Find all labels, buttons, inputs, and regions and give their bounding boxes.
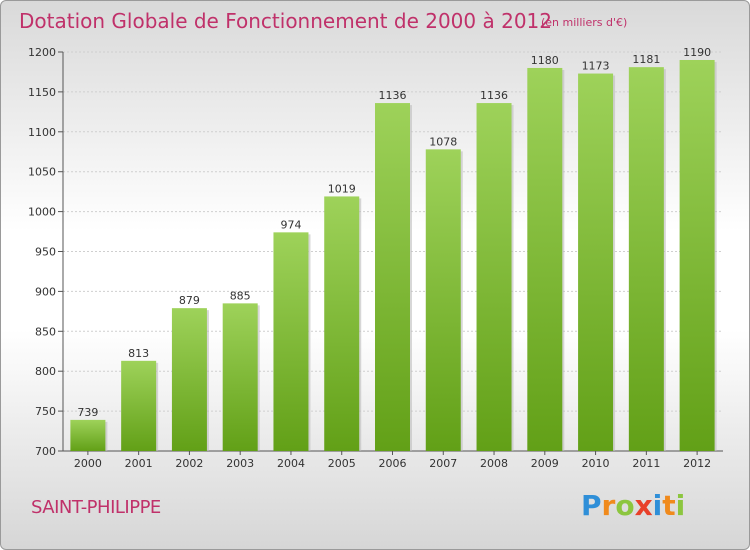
logo-letter: o [615,489,635,522]
bar [222,303,258,451]
bar [476,103,512,452]
bar-value-label: 1190 [683,46,711,59]
bars [70,59,717,452]
x-tick-label: 2004 [277,457,305,470]
x-tick-label: 2005 [328,457,356,470]
bar-value-label: 1180 [531,54,559,67]
bar-value-label: 1078 [429,135,457,148]
bar [679,59,715,451]
y-tick-label: 1200 [28,46,56,59]
commune-name: SAINT-PHILIPPE [31,497,161,518]
x-tick-label: 2003 [226,457,254,470]
y-tick-label: 800 [35,365,56,378]
x-tick-label: 2009 [531,457,559,470]
x-tick-label: 2002 [175,457,203,470]
x-tick-label: 2011 [632,457,660,470]
bar [324,196,360,451]
bar [375,103,410,452]
logo-letter: r [601,489,616,522]
y-tick-label: 750 [35,405,56,418]
logo-letter: x [634,489,653,522]
bar [527,67,563,452]
bar-value-label: 1019 [328,182,356,195]
x-tick-label: 2010 [582,457,610,470]
chart-unit: (en milliers d'€) [541,16,628,29]
y-tick-label: 1150 [28,86,56,99]
y-tick-label: 1050 [28,166,56,179]
bar [121,360,157,451]
bar-value-label: 813 [128,347,149,360]
y-tick-label: 1100 [28,126,56,139]
bar [425,149,461,451]
chart-title: Dotation Globale de Fonctionnement de 20… [19,9,552,33]
bar-value-label: 739 [77,406,98,419]
x-tick-label: 2001 [125,457,153,470]
x-tick-label: 2012 [683,457,711,470]
logo-letter: t [662,489,676,522]
bar-value-label: 1173 [582,60,610,73]
value-labels: 739 813 879 885 974 1019 1136 1078 1136 1180 1173 1… [77,46,711,419]
bar-value-label: 879 [179,294,200,307]
logo-letter: P [581,489,602,522]
proxiti-logo: Proxiti [581,489,685,522]
y-tick-label: 950 [35,246,56,259]
bar-value-label: 1181 [632,53,660,66]
bar [628,67,664,452]
bar-value-label: 1136 [379,89,407,102]
bar [273,232,309,451]
bar-value-label: 974 [280,218,301,231]
y-tick-label: 900 [35,285,56,298]
bar-value-label: 1136 [480,89,508,102]
bar [171,308,207,451]
x-tick-label: 2000 [74,457,102,470]
x-tick-label: 2007 [429,457,457,470]
bar-value-label: 885 [230,289,251,302]
x-tick-label: 2006 [379,457,407,470]
bar [578,73,614,452]
x-tick-label: 2008 [480,457,508,470]
logo-letter: i [675,489,686,522]
bar [70,419,106,451]
y-tick-label: 850 [35,325,56,338]
y-tick-label: 700 [35,445,56,458]
y-tick-label: 1000 [28,206,56,219]
logo-letter: i [652,489,663,522]
chart-title-text: Dotation Globale de Fonctionnement de 20… [19,9,552,33]
